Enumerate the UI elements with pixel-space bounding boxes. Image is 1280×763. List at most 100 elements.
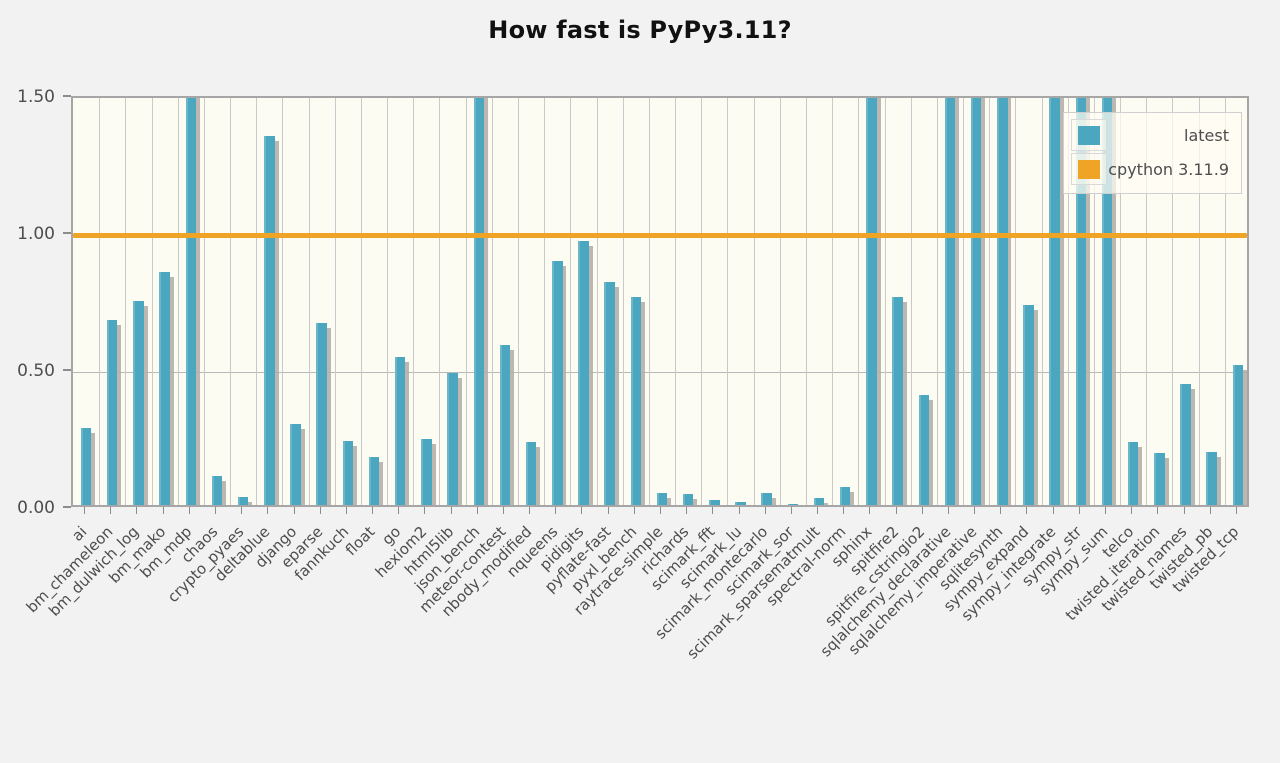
x-tick-label-eparse: eparse — [277, 522, 327, 572]
x-tick-label-scimark_montecarlo: scimark_montecarlo — [651, 522, 772, 643]
gridline-vertical — [937, 98, 938, 505]
x-tick-mark — [1000, 507, 1001, 514]
gridline-vertical — [230, 98, 231, 505]
x-tick-mark — [189, 507, 190, 514]
x-tick-label-bm_mako: bm_mako — [104, 522, 169, 587]
gridline-vertical — [1042, 98, 1043, 505]
gridline-vertical — [518, 98, 519, 505]
x-tick-mark — [241, 507, 242, 514]
gridline-vertical — [1120, 98, 1121, 505]
x-tick-label-fannkuch: fannkuch — [290, 522, 353, 585]
x-tick-label-ai: ai — [68, 522, 91, 545]
gridline-vertical — [335, 98, 336, 505]
x-tick-label-sqlalchemy_declarative: sqlalchemy_declarative — [816, 522, 955, 661]
x-tick-mark — [398, 507, 399, 514]
x-tick-mark — [136, 507, 137, 514]
x-tick-mark — [608, 507, 609, 514]
legend-item-cpython: cpython 3.11.9 — [1071, 152, 1233, 186]
gridline-vertical — [1146, 98, 1147, 505]
x-tick-mark — [1053, 507, 1054, 514]
x-tick-mark — [974, 507, 975, 514]
x-tick-label-go: go — [378, 522, 405, 549]
x-tick-mark — [660, 507, 661, 514]
bar-fannkuch — [342, 440, 354, 505]
bar-json_bench — [473, 98, 484, 505]
gridline-vertical — [1094, 98, 1095, 505]
chart-title: How fast is PyPy3.11? — [488, 16, 792, 44]
gridline-vertical — [1015, 98, 1016, 505]
y-tick-label: 1.00 — [17, 224, 55, 244]
x-tick-label-django: django — [251, 522, 300, 572]
gridline-horizontal — [73, 372, 1247, 373]
gridline-vertical — [466, 98, 467, 505]
plot-area — [71, 96, 1249, 507]
bar-django — [290, 424, 301, 505]
gridline-vertical — [963, 98, 964, 505]
gridline-vertical — [675, 98, 676, 505]
x-tick-label-richards: richards — [637, 522, 693, 579]
x-tick-label-deltablue: deltablue — [211, 522, 274, 586]
bar-sqlalchemy_imperative — [970, 98, 982, 505]
x-tick-label-bm_dulwich_log: bm_dulwich_log — [45, 522, 143, 620]
x-tick-mark — [267, 507, 268, 514]
x-tick-label-scimark_sor: scimark_sor — [721, 522, 798, 599]
bar-scimark_fft — [709, 499, 720, 505]
bar-twisted_iteration — [1154, 452, 1165, 505]
y-tick-label: 0.00 — [17, 498, 55, 518]
x-tick-mark — [424, 507, 425, 514]
x-tick-mark — [948, 507, 949, 514]
x-tick-mark — [1105, 507, 1106, 514]
bar-sympy_expand — [1023, 304, 1034, 505]
y-tick-label: 1.50 — [17, 87, 55, 107]
x-tick-label-scimark_fft: scimark_fft — [647, 522, 719, 594]
legend-item-latest: latest — [1071, 118, 1233, 152]
bar-sympy_sum — [1101, 98, 1113, 505]
gridline-vertical — [544, 98, 545, 505]
x-tick-label-pyflate-fast: pyflate-fast — [540, 522, 615, 596]
legend-swatch-cpython-box — [1071, 153, 1107, 185]
bar-sqlalchemy_declarative — [944, 98, 956, 505]
gridline-vertical — [989, 98, 990, 505]
x-tick-label-pyxl_bench: pyxl_bench — [567, 522, 641, 596]
x-tick-label-sympy_sum: sympy_sum — [1035, 522, 1112, 599]
gridline-vertical — [885, 98, 886, 505]
gridline-vertical — [125, 98, 126, 505]
legend-label-latest: latest — [1184, 125, 1229, 145]
x-tick-mark — [843, 507, 844, 514]
x-tick-mark — [869, 507, 870, 514]
bar-deltablue — [264, 136, 275, 505]
bar-richards — [682, 494, 694, 505]
bar-sphinx — [866, 98, 877, 505]
gridline-vertical — [413, 98, 414, 505]
gridline-vertical — [1068, 98, 1069, 505]
x-tick-mark — [215, 507, 216, 514]
x-tick-label-nqueens: nqueens — [503, 522, 562, 581]
bar-twisted_pb — [1206, 451, 1217, 505]
gridline-vertical — [1172, 98, 1173, 505]
gridline-vertical — [152, 98, 153, 505]
x-tick-label-pidigits: pidigits — [536, 522, 588, 575]
gridline-vertical — [1225, 98, 1226, 505]
gridline-vertical — [623, 98, 624, 505]
gridline-vertical — [570, 98, 571, 505]
x-tick-label-meteor-contest: meteor-contest — [415, 522, 510, 617]
legend-label-cpython: cpython 3.11.9 — [1108, 159, 1229, 179]
x-tick-mark — [765, 507, 766, 514]
gridline-vertical — [492, 98, 493, 505]
bars-layer — [73, 98, 1247, 505]
bar-bm_mako — [159, 272, 170, 505]
gridline-vertical — [178, 98, 179, 505]
x-tick-mark — [320, 507, 321, 514]
gridline-vertical — [309, 98, 310, 505]
x-tick-label-sphinx: sphinx — [828, 522, 876, 571]
gridline-vertical — [754, 98, 755, 505]
x-tick-mark — [896, 507, 897, 514]
gridline-vertical — [99, 98, 100, 505]
gridline-vertical — [780, 98, 781, 505]
bar-telco — [1127, 441, 1139, 505]
bar-float — [368, 457, 380, 505]
x-tick-label-twisted_tcp: twisted_tcp — [1168, 522, 1243, 597]
x-tick-mark — [346, 507, 347, 514]
x-tick-label-sqlalchemy_imperative: sqlalchemy_imperative — [844, 522, 981, 659]
gridline-vertical — [832, 98, 833, 505]
